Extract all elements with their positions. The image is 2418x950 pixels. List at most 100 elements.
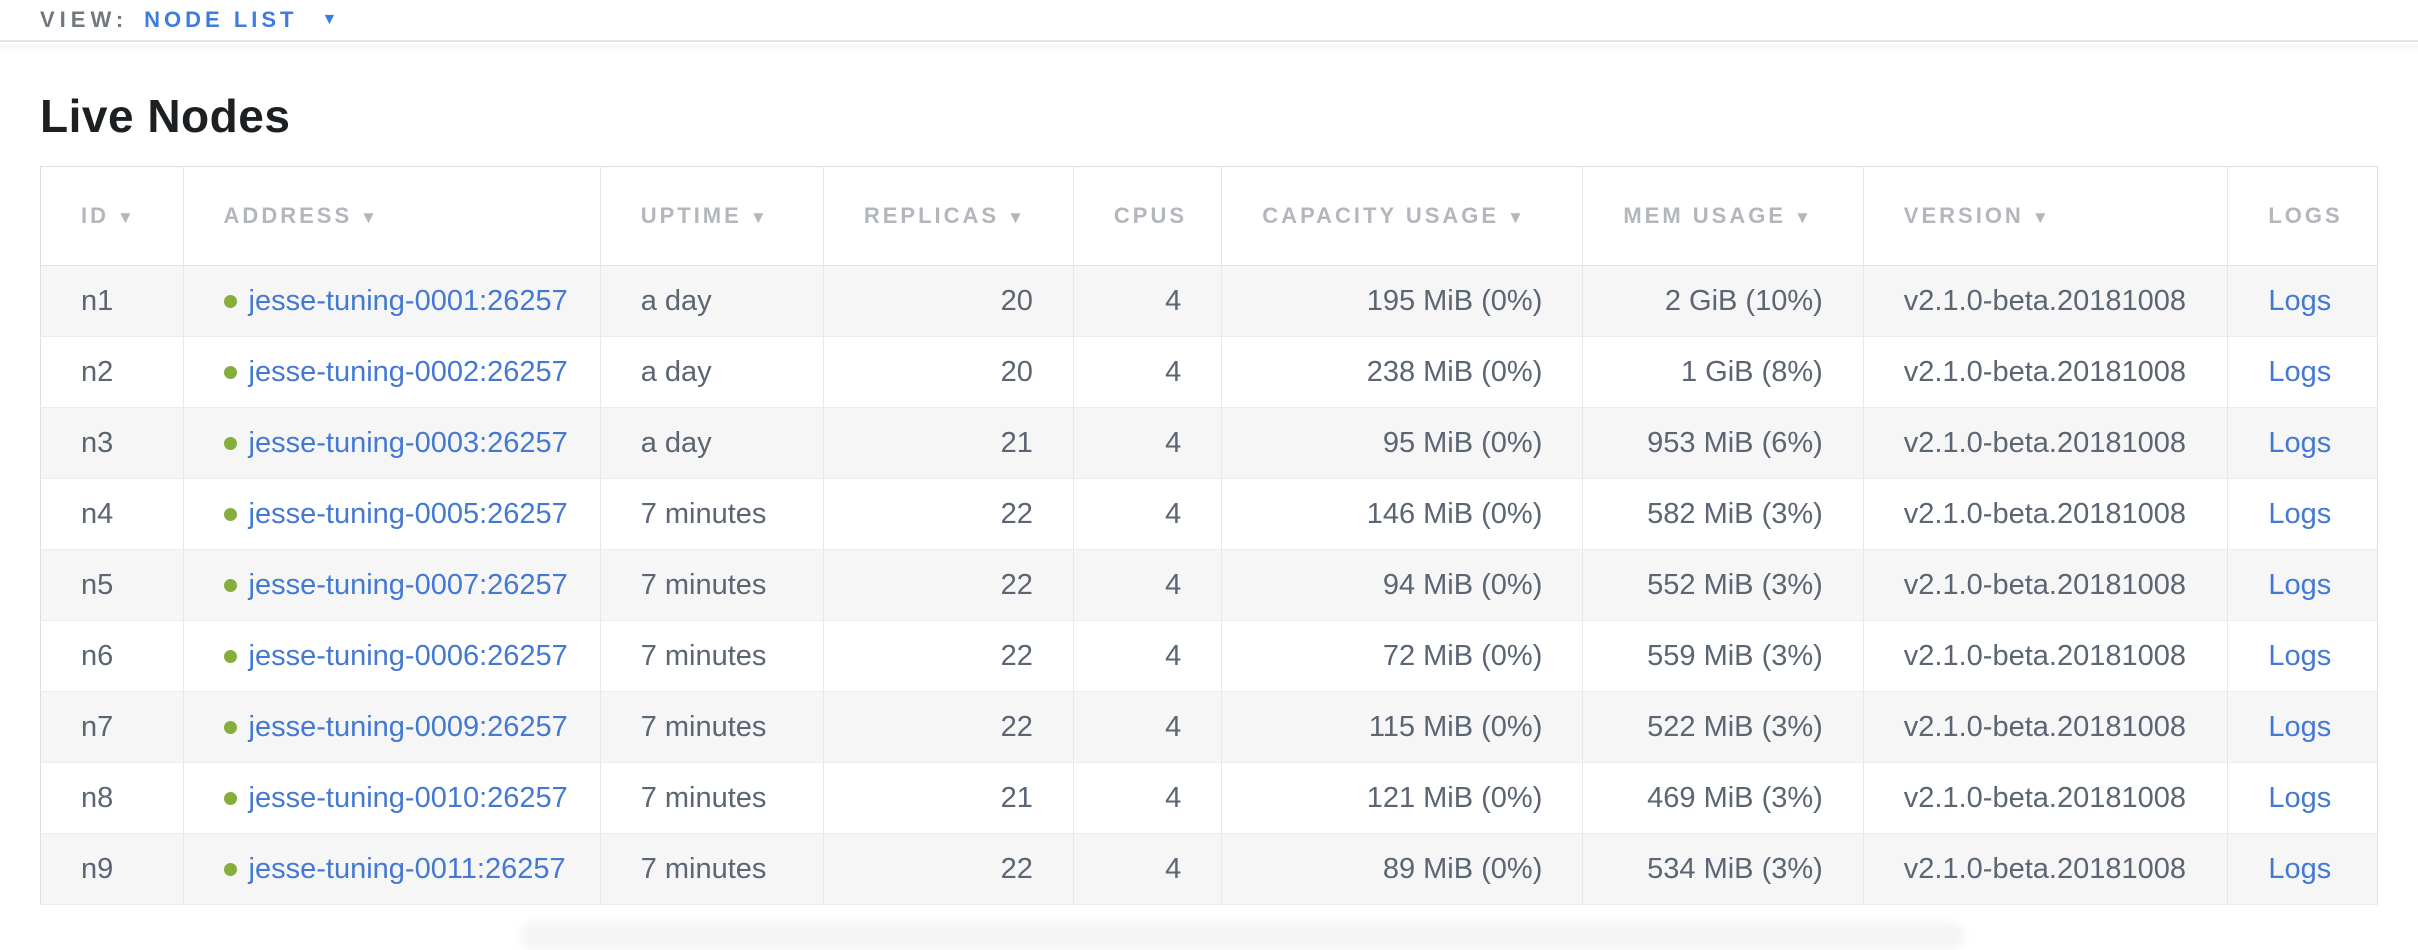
node-address-link[interactable]: jesse-tuning-0006:26257 xyxy=(248,639,568,672)
cell-replicas: 22 xyxy=(822,620,1074,692)
cell-cpus: 4 xyxy=(1072,265,1222,337)
cell-mem: 559 MiB (3%) xyxy=(1582,620,1864,692)
node-address-link[interactable]: jesse-tuning-0010:26257 xyxy=(248,781,568,814)
column-header-version[interactable]: VERSION ▼ xyxy=(1862,166,2228,266)
cell-address: jesse-tuning-0001:26257 xyxy=(182,265,601,337)
node-status-healthy-icon xyxy=(223,294,237,308)
column-header-cpus: CPUS xyxy=(1072,166,1222,266)
node-status-healthy-icon xyxy=(223,862,237,876)
column-header-mem[interactable]: MEM USAGE ▼ xyxy=(1582,166,1864,266)
live-nodes-section: Live Nodes ID ▼ ADDRESS ▼ UPTIME ▼ REPLICAS ▼ CP… xyxy=(0,90,2418,905)
logs-link[interactable]: Logs xyxy=(2268,710,2332,743)
table-row: n2 jesse-tuning-0002:26257 a day 20 4 238 MiB… xyxy=(40,336,2378,408)
sort-desc-icon: ▼ xyxy=(2031,208,2049,227)
cell-version: v2.1.0-beta.20181008 xyxy=(1862,691,2228,763)
cell-version: v2.1.0-beta.20181008 xyxy=(1862,620,2228,692)
cell-address: jesse-tuning-0011:26257 xyxy=(182,833,601,905)
cell-version: v2.1.0-beta.20181008 xyxy=(1862,762,2228,834)
column-header-label: ADDRESS xyxy=(223,203,353,228)
logs-link[interactable]: Logs xyxy=(2268,355,2332,388)
cell-logs: Logs xyxy=(2227,549,2378,621)
cell-version: v2.1.0-beta.20181008 xyxy=(1862,549,2228,621)
column-header-uptime[interactable]: UPTIME ▼ xyxy=(599,166,824,266)
cell-id: n7 xyxy=(40,691,184,763)
logs-link[interactable]: Logs xyxy=(2268,639,2332,672)
node-address-link[interactable]: jesse-tuning-0007:26257 xyxy=(248,568,568,601)
node-address-link[interactable]: jesse-tuning-0005:26257 xyxy=(248,497,568,530)
cell-logs: Logs xyxy=(2227,336,2378,408)
table-row: n9 jesse-tuning-0011:26257 7 minutes 22 4 89 … xyxy=(40,833,2378,905)
cell-logs: Logs xyxy=(2227,833,2378,905)
sort-desc-icon: ▼ xyxy=(1507,208,1524,227)
column-header-label: CPUS xyxy=(1113,203,1188,228)
cell-replicas: 21 xyxy=(822,762,1074,834)
cell-cpus: 4 xyxy=(1072,336,1222,408)
cell-address: jesse-tuning-0009:26257 xyxy=(182,691,601,763)
node-status-healthy-icon xyxy=(223,720,237,734)
cell-cpus: 4 xyxy=(1072,691,1222,763)
sort-desc-icon: ▼ xyxy=(749,208,767,227)
cell-replicas: 20 xyxy=(822,265,1074,337)
node-address-link[interactable]: jesse-tuning-0009:26257 xyxy=(248,710,568,743)
node-address-link[interactable]: jesse-tuning-0001:26257 xyxy=(248,284,568,317)
cell-uptime: 7 minutes xyxy=(599,762,824,834)
column-header-label: REPLICAS xyxy=(863,203,1000,228)
view-selector-dropdown[interactable]: NODE LIST ▼ xyxy=(144,7,337,33)
node-address-link[interactable]: jesse-tuning-0011:26257 xyxy=(248,852,566,885)
cell-capacity: 95 MiB (0%) xyxy=(1221,407,1583,479)
table-row: n5 jesse-tuning-0007:26257 7 minutes 22 4 94 … xyxy=(40,549,2378,621)
cell-version: v2.1.0-beta.20181008 xyxy=(1862,407,2228,479)
table-row: n7 jesse-tuning-0009:26257 7 minutes 22 4 115… xyxy=(40,691,2378,763)
cell-uptime: 7 minutes xyxy=(599,833,824,905)
logs-link[interactable]: Logs xyxy=(2268,781,2332,814)
cell-cpus: 4 xyxy=(1072,478,1222,550)
node-address-link[interactable]: jesse-tuning-0003:26257 xyxy=(248,426,568,459)
sort-desc-icon: ▼ xyxy=(360,208,377,227)
cell-id: n5 xyxy=(40,549,184,621)
table-row: n1 jesse-tuning-0001:26257 a day 20 4 195 MiB… xyxy=(40,265,2378,337)
cell-address: jesse-tuning-0002:26257 xyxy=(182,336,601,408)
cell-replicas: 22 xyxy=(822,833,1074,905)
cell-uptime: 7 minutes xyxy=(599,620,824,692)
column-header-replicas[interactable]: REPLICAS ▼ xyxy=(822,166,1074,266)
cell-capacity: 238 MiB (0%) xyxy=(1221,336,1583,408)
cell-uptime: 7 minutes xyxy=(599,691,824,763)
cell-id: n9 xyxy=(40,833,184,905)
cell-uptime: a day xyxy=(599,407,824,479)
column-header-label: CAPACITY USAGE xyxy=(1262,203,1500,228)
cell-id: n6 xyxy=(40,620,184,692)
cell-capacity: 89 MiB (0%) xyxy=(1221,833,1583,905)
cell-id: n3 xyxy=(40,407,184,479)
view-label: VIEW: xyxy=(40,7,129,32)
cell-capacity: 72 MiB (0%) xyxy=(1221,620,1583,692)
cell-id: n2 xyxy=(40,336,184,408)
column-header-id[interactable]: ID ▼ xyxy=(40,166,184,266)
cell-logs: Logs xyxy=(2227,265,2378,337)
node-address-link[interactable]: jesse-tuning-0002:26257 xyxy=(248,355,568,388)
column-header-address[interactable]: ADDRESS ▼ xyxy=(182,166,601,266)
cell-address: jesse-tuning-0010:26257 xyxy=(182,762,601,834)
cell-address: jesse-tuning-0006:26257 xyxy=(182,620,601,692)
cell-logs: Logs xyxy=(2227,478,2378,550)
cell-mem: 522 MiB (3%) xyxy=(1582,691,1864,763)
chevron-down-icon: ▼ xyxy=(321,11,338,28)
cell-mem: 469 MiB (3%) xyxy=(1582,762,1864,834)
sort-desc-icon: ▼ xyxy=(1794,208,1811,227)
cell-replicas: 21 xyxy=(822,407,1074,479)
logs-link[interactable]: Logs xyxy=(2268,426,2332,459)
below-fold-shadow xyxy=(520,922,1965,950)
logs-link[interactable]: Logs xyxy=(2268,497,2332,530)
logs-link[interactable]: Logs xyxy=(2268,852,2332,885)
column-header-capacity[interactable]: CAPACITY USAGE ▼ xyxy=(1221,166,1583,266)
cell-mem: 582 MiB (3%) xyxy=(1582,478,1864,550)
table-row: n4 jesse-tuning-0005:26257 7 minutes 22 4 146… xyxy=(40,478,2378,550)
cell-uptime: a day xyxy=(599,265,824,337)
logs-link[interactable]: Logs xyxy=(2268,284,2332,317)
cell-logs: Logs xyxy=(2227,620,2378,692)
cell-cpus: 4 xyxy=(1072,407,1222,479)
cell-mem: 534 MiB (3%) xyxy=(1582,833,1864,905)
cell-id: n1 xyxy=(40,265,184,337)
cell-version: v2.1.0-beta.20181008 xyxy=(1862,833,2228,905)
logs-link[interactable]: Logs xyxy=(2268,568,2332,601)
cell-id: n4 xyxy=(40,478,184,550)
